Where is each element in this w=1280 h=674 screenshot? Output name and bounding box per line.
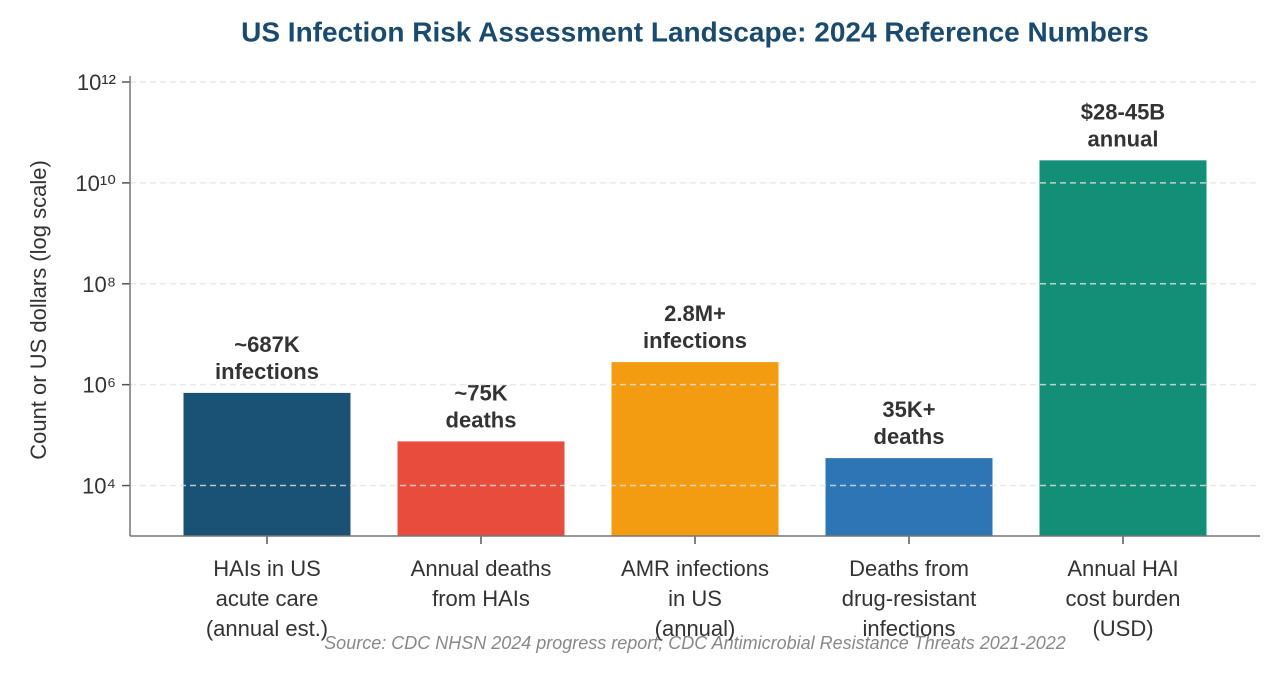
y-tick-label: 10⁴ xyxy=(82,474,116,499)
chart-title: US Infection Risk Assessment Landscape: … xyxy=(241,16,1149,47)
value-label: $28-45B annual xyxy=(1081,99,1165,151)
y-axis-label: Count or US dollars (log scale) xyxy=(26,160,51,460)
y-tick-label: 10¹² xyxy=(77,70,116,95)
x-tick-label: HAIs in US acute care (annual est.) xyxy=(206,556,328,641)
bar xyxy=(825,458,993,536)
value-label: ~687K infections xyxy=(215,332,319,384)
bar xyxy=(611,362,779,536)
value-label: 2.8M+ infections xyxy=(643,301,747,353)
y-tick-label: 10¹⁰ xyxy=(75,171,116,196)
value-label: 35K+ deaths xyxy=(874,397,945,449)
y-tick-label: 10⁸ xyxy=(82,272,116,297)
bar xyxy=(397,441,565,536)
x-tick-label: AMR infections in US (annual) xyxy=(621,556,769,641)
x-tick-label: Annual HAI cost burden (USD) xyxy=(1066,556,1181,641)
x-tick-label: Deaths from drug-resistant infections xyxy=(842,556,977,641)
x-tick-label: Annual deaths from HAIs xyxy=(411,556,552,611)
y-tick-label: 10⁶ xyxy=(82,373,116,398)
source-note: Source: CDC NHSN 2024 progress report; C… xyxy=(324,633,1066,653)
value-label: ~75K deaths xyxy=(446,380,517,432)
bar xyxy=(1039,160,1207,536)
bar xyxy=(183,392,351,536)
